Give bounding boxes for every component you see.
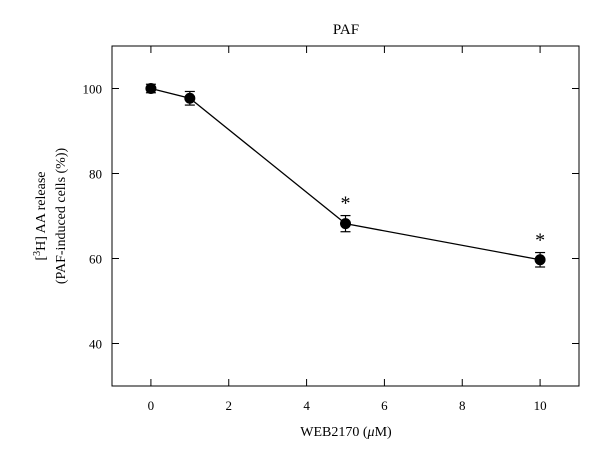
series-layer: ** [145,83,546,268]
y-tick-label: 40 [89,337,102,352]
svg-text:[3H] AA release: [3H] AA release [32,172,50,261]
y-tick-label: 100 [83,82,103,97]
plot-frame [111,45,580,387]
x-axis-ticks: 0 2 4 6 8 10 [148,46,547,413]
data-point [534,254,546,266]
significance-marker: * [341,193,351,215]
data-point [340,218,351,230]
significance-marker: * [535,230,545,252]
y-axis-title: [3H] AA release (PAF-induced cells (%)) [32,147,70,284]
y-tick-label: 60 [89,252,102,267]
y-axis-ticks: 40 60 80 100 [83,82,579,352]
data-point [184,92,196,104]
x-tick-label: 0 [148,398,155,413]
series-line [150,87,541,261]
x-tick-label: 6 [381,398,388,413]
svg-text:(PAF-induced cells (%)): (PAF-induced cells (%)) [54,147,69,284]
y-tick-label: 80 [89,167,102,182]
chart-title: PAF [333,22,359,38]
x-tick-label: 2 [226,398,233,413]
data-point [145,83,157,94]
x-axis-title: WEB2170 (μM) [300,425,392,440]
x-tick-label: 10 [534,398,547,413]
x-tick-label: 4 [303,398,310,413]
x-tick-label: 8 [459,398,466,413]
